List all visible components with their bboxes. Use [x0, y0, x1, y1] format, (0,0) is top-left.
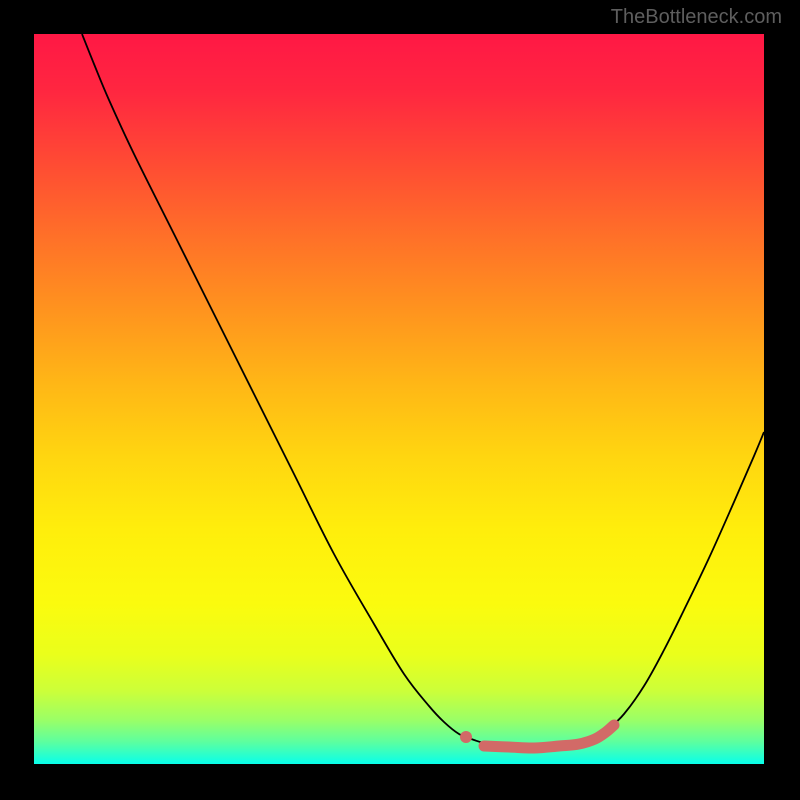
bottleneck-curve	[34, 34, 764, 764]
watermark-text: TheBottleneck.com	[611, 6, 782, 29]
optimal-point-marker	[460, 731, 472, 743]
performance-curve-line	[82, 34, 764, 746]
chart-container: TheBottleneck.com	[0, 0, 800, 800]
plot-area	[34, 34, 764, 764]
optimal-range-highlight	[484, 725, 614, 748]
